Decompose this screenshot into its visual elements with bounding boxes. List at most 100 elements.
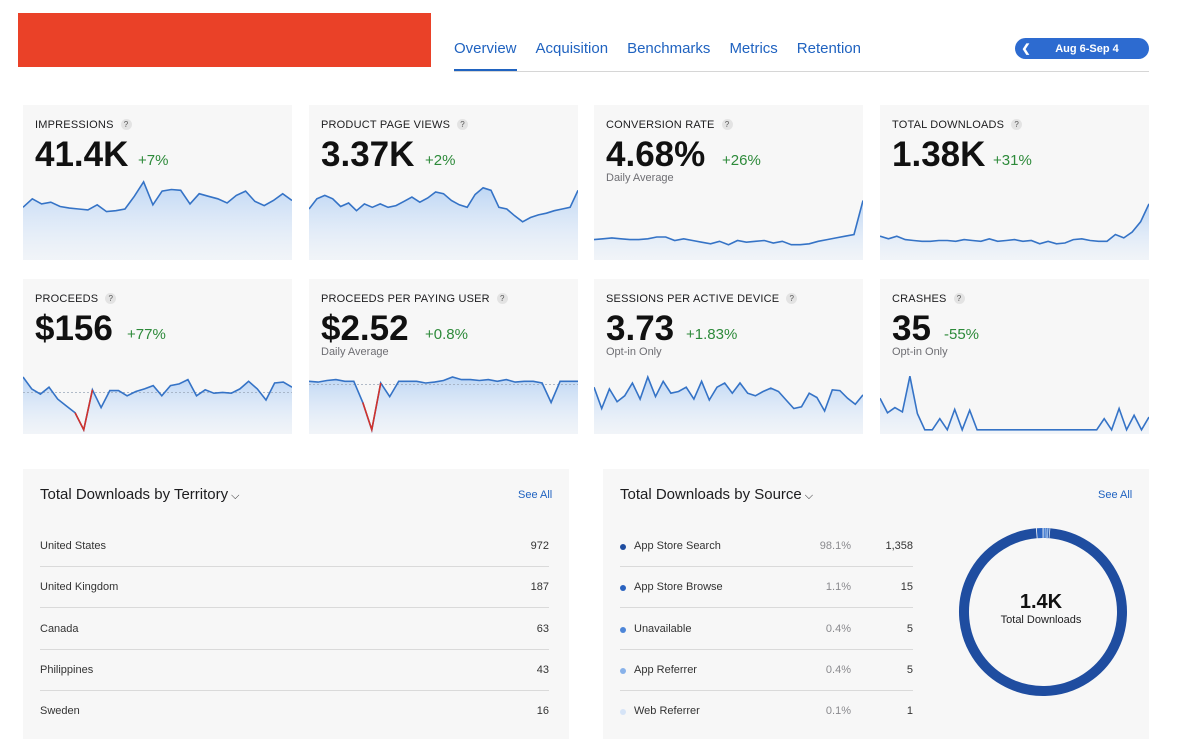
- main-tabs: Overview Acquisition Benchmarks Metrics Rete…: [454, 0, 880, 71]
- metric-card-sessions-per-active-device[interactable]: SESSIONS PER ACTIVE DEVICE? 3.73 +1.83% Opt…: [594, 279, 863, 434]
- legend-dot-icon: [620, 544, 626, 550]
- help-icon[interactable]: ?: [496, 293, 508, 304]
- territory-name: Sweden: [40, 705, 80, 718]
- metric-card-proceeds[interactable]: PROCEEDS? $156 +77%: [23, 279, 292, 434]
- row-divider: [620, 566, 913, 567]
- sparkline-area: [23, 181, 292, 260]
- tab-overview[interactable]: Overview: [454, 0, 517, 71]
- metric-label-text: PROCEEDS PER PAYING USER: [321, 293, 490, 305]
- source-see-all-link[interactable]: See All: [1098, 489, 1133, 501]
- territory-downloads: 43: [536, 663, 549, 676]
- sparkline-line: [594, 200, 863, 246]
- territory-name: United States: [40, 540, 107, 552]
- source-row[interactable]: App Referrer 0.4% 5: [620, 650, 913, 691]
- metric-card-proceeds-per-paying-user[interactable]: PROCEEDS PER PAYING USER? $2.52 +0.8% Daily…: [309, 279, 578, 434]
- help-icon[interactable]: ?: [786, 293, 798, 304]
- territory-panel-title[interactable]: Total Downloads by Territory ⌵: [40, 486, 239, 503]
- help-icon[interactable]: ?: [1011, 119, 1023, 130]
- tab-metrics[interactable]: Metrics: [729, 40, 778, 57]
- territory-name: United Kingdom: [40, 581, 119, 594]
- sparkline-negative-segment: [362, 382, 382, 433]
- sparkline-chart: [594, 200, 863, 260]
- source-row[interactable]: Unavailable 0.4% 5: [620, 609, 913, 650]
- source-name: App Store Browse: [634, 581, 723, 594]
- source-downloads: 1,358: [885, 540, 913, 552]
- metric-label: PROCEEDS PER PAYING USER?: [321, 293, 508, 305]
- sparkline-chart: [23, 376, 292, 434]
- donut-center-label: 1.4K Total Downloads: [971, 591, 1111, 626]
- metric-value: 3.73: [606, 309, 675, 348]
- sparkline-line: [309, 376, 578, 433]
- territory-row[interactable]: Canada 63: [40, 609, 549, 650]
- tab-benchmarks[interactable]: Benchmarks: [627, 40, 711, 57]
- source-row[interactable]: App Store Browse 1.1% 15: [620, 567, 913, 609]
- row-divider: [40, 648, 549, 650]
- territory-row[interactable]: United States 972: [40, 526, 549, 567]
- source-panel-title[interactable]: Total Downloads by Source ⌵: [620, 486, 813, 503]
- territory-title-text: Total Downloads by Territory: [40, 486, 229, 503]
- metric-label-text: SESSIONS PER ACTIVE DEVICE: [606, 293, 780, 305]
- help-icon[interactable]: ?: [457, 119, 469, 130]
- donut-slice-app-store-search: [959, 528, 1127, 696]
- tab-retention[interactable]: Retention: [796, 40, 861, 57]
- sparkline-area: [880, 376, 1149, 434]
- metric-label-text: PROCEEDS: [35, 293, 99, 305]
- help-icon[interactable]: ?: [953, 293, 965, 304]
- legend-dot-icon: [620, 667, 626, 674]
- territory-row[interactable]: United Kingdom 187: [40, 567, 549, 609]
- metric-subtitle: Opt-in Only: [892, 346, 948, 358]
- territory-row[interactable]: Philippines 43: [40, 650, 549, 691]
- metric-card-conversion-rate[interactable]: CONVERSION RATE? 4.68% +26% Daily Average: [594, 105, 863, 260]
- metric-delta: +26%: [722, 152, 761, 169]
- date-range-button[interactable]: ❮ Aug 6-Sep 4: [1015, 38, 1149, 59]
- metric-label: SESSIONS PER ACTIVE DEVICE?: [606, 293, 798, 305]
- donut-total-caption: Total Downloads: [1000, 614, 1082, 626]
- chevron-down-icon: ⌵: [231, 490, 240, 502]
- chevron-left-icon[interactable]: ❮: [1021, 43, 1031, 55]
- legend-dot-icon: [620, 585, 626, 592]
- territory-name: Canada: [40, 622, 79, 635]
- sparkline-area: [594, 200, 863, 260]
- downloads-by-territory-panel: Total Downloads by Territory ⌵ See All Un…: [23, 469, 569, 739]
- sparkline-line: [23, 180, 292, 213]
- source-percent: 0.4%: [825, 663, 851, 676]
- metric-label: PROCEEDS?: [35, 293, 117, 305]
- metric-card-total-downloads[interactable]: TOTAL DOWNLOADS? 1.38K +31%: [880, 105, 1149, 260]
- territory-row[interactable]: Sweden 16: [40, 691, 549, 732]
- source-downloads: 5: [906, 663, 913, 676]
- metric-delta: +77%: [127, 326, 166, 343]
- help-icon[interactable]: ?: [120, 119, 132, 130]
- sparkline-chart: [880, 203, 1149, 260]
- help-icon[interactable]: ?: [721, 119, 733, 130]
- metric-label-text: CONVERSION RATE: [606, 119, 715, 131]
- metric-delta: +2%: [425, 152, 456, 169]
- metric-label: CONVERSION RATE?: [606, 119, 733, 131]
- metric-card-product-page-views[interactable]: PRODUCT PAGE VIEWS? 3.37K +2%: [309, 105, 578, 260]
- metric-delta: +0.8%: [425, 326, 468, 343]
- header-divider: [454, 71, 1149, 72]
- row-divider: [40, 566, 549, 567]
- source-row[interactable]: Web Referrer 0.1% 1: [620, 691, 913, 732]
- redacted-logo-area: [18, 13, 431, 67]
- source-name: App Referrer: [634, 663, 697, 676]
- metric-delta: +1.83%: [686, 326, 738, 343]
- sparkline-chart: [309, 186, 578, 260]
- metric-subtitle: Daily Average: [606, 172, 674, 184]
- metric-value: 3.37K: [321, 135, 415, 174]
- sparkline-line: [594, 374, 863, 413]
- row-divider: [620, 648, 913, 650]
- help-icon[interactable]: ?: [105, 293, 117, 304]
- territory-see-all-link[interactable]: See All: [518, 489, 553, 501]
- row-divider: [40, 607, 549, 609]
- source-percent: 1.1%: [825, 581, 851, 594]
- donut-total-value: 1.4K: [1019, 591, 1063, 613]
- metric-card-crashes[interactable]: CRASHES? 35 -55% Opt-in Only: [880, 279, 1149, 434]
- metric-label: TOTAL DOWNLOADS?: [892, 119, 1023, 131]
- sparkline-negative-segment: [74, 389, 94, 433]
- sparkline-line: [23, 376, 292, 433]
- metric-card-impressions[interactable]: IMPRESSIONS? 41.4K +7%: [23, 105, 292, 260]
- source-row[interactable]: App Store Search 98.1% 1,358: [620, 526, 913, 567]
- metric-subtitle: Opt-in Only: [606, 346, 662, 358]
- sparkline-line: [880, 203, 1149, 245]
- tab-acquisition[interactable]: Acquisition: [535, 40, 609, 57]
